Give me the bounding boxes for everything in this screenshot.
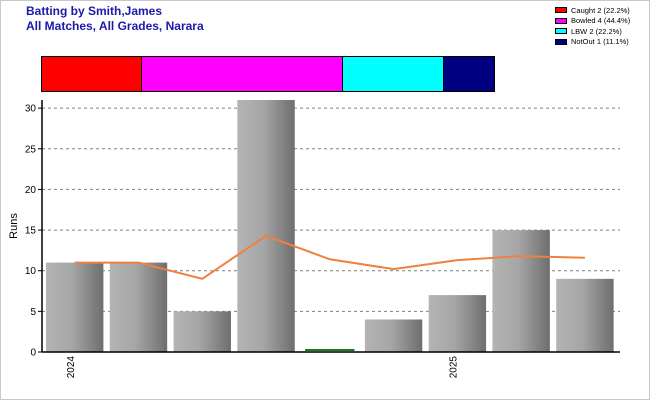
legend-label: LBW 2 (22.2%) — [571, 26, 622, 36]
bar — [46, 262, 104, 352]
dismissal-segment-notout — [443, 57, 494, 91]
dismissal-breakdown-bar — [41, 56, 495, 92]
legend: Caught 2 (22.2%) Bowled 4 (44.4%) LBW 2 (2… — [555, 5, 630, 47]
legend-item: LBW 2 (22.2%) — [555, 26, 630, 37]
bar — [364, 319, 423, 352]
legend-item: Caught 2 (22.2%) — [555, 5, 630, 16]
x-tick-label: 2025 — [449, 356, 460, 379]
bar — [305, 349, 355, 351]
bar — [237, 100, 295, 352]
dismissal-segment-lbw — [343, 57, 444, 91]
bar — [556, 278, 614, 352]
dismissal-segment-bowled — [142, 57, 344, 91]
y-tick-label: 25 — [25, 144, 37, 155]
legend-swatch — [555, 38, 567, 45]
bar — [492, 230, 550, 352]
legend-swatch — [555, 7, 567, 14]
legend-label: Bowled 4 (44.4%) — [571, 16, 631, 26]
y-tick-label: 30 — [25, 104, 37, 115]
y-tick-label: 10 — [25, 266, 37, 277]
dismissal-segment-caught — [42, 57, 143, 91]
y-tick-label: 15 — [25, 226, 37, 237]
bar — [428, 295, 487, 352]
average-line — [74, 234, 585, 280]
legend-label: Caught 2 (22.2%) — [571, 5, 630, 15]
y-axis-label: Runs — [8, 213, 20, 239]
y-tick-label: 5 — [30, 307, 36, 318]
legend-swatch — [555, 17, 567, 24]
y-tick-label: 20 — [25, 185, 37, 196]
legend-item: Bowled 4 (44.4%) — [555, 16, 630, 27]
bar — [109, 262, 168, 352]
chart-title: Batting by Smith,James — [26, 4, 163, 18]
bar — [173, 311, 231, 352]
x-tick-label: 2024 — [66, 356, 77, 379]
legend-label: NotOut 1 (11.1%) — [571, 37, 629, 47]
y-tick-label: 0 — [30, 348, 36, 359]
legend-item: NotOut 1 (11.1%) — [555, 37, 630, 48]
chart-subtitle: All Matches, All Grades, Narara — [26, 19, 204, 33]
legend-swatch — [555, 28, 567, 35]
